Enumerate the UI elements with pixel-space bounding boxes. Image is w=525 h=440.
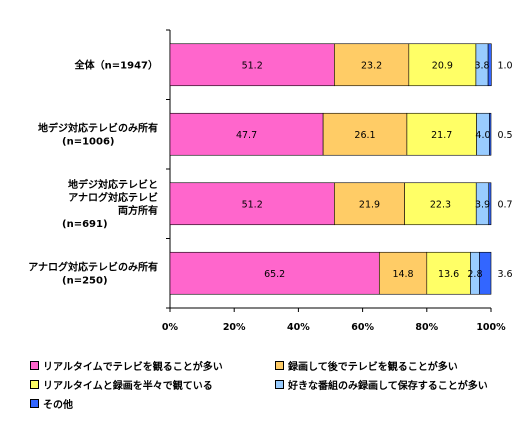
bar-segment bbox=[169, 112, 324, 156]
legend-item-realtime: リアルタイムでテレビを観ることが多い bbox=[30, 358, 223, 373]
category-label: アナログ対応テレビ bbox=[68, 191, 158, 204]
bar-value-label: 23.2 bbox=[361, 60, 382, 71]
legend-item-recorded: 録画して後でテレビを観ることが多い bbox=[275, 358, 458, 373]
bar-segment bbox=[169, 251, 380, 295]
category-label: 両方所有 bbox=[118, 204, 158, 217]
bar-value-label: 1.0 bbox=[497, 60, 512, 71]
legend-swatch-half bbox=[30, 380, 39, 389]
bar-value-label: 2.8 bbox=[467, 269, 482, 280]
legend-label-half: リアルタイムと録画を半々で観ている bbox=[43, 381, 213, 392]
legend-label-recorded: 録画して後でテレビを観ることが多い bbox=[288, 362, 458, 373]
category-label: (n=250) bbox=[62, 275, 108, 286]
bar-value-label: 51.2 bbox=[242, 199, 263, 210]
bar-segment bbox=[489, 112, 492, 156]
category-label: 全体（n=1947） bbox=[74, 58, 158, 71]
bar-segment bbox=[487, 43, 492, 87]
x-tick-label: 0% bbox=[162, 322, 179, 333]
legend-label-realtime: リアルタイムでテレビを観ることが多い bbox=[43, 362, 223, 373]
bar-value-label: 51.2 bbox=[242, 60, 263, 71]
bar-segment bbox=[378, 251, 428, 295]
bar-value-label: 3.6 bbox=[497, 269, 512, 280]
legend-swatch-realtime bbox=[30, 361, 39, 370]
legend-swatch-recorded bbox=[275, 361, 284, 370]
bar-value-label: 47.7 bbox=[236, 130, 257, 141]
bar-value-label: 21.9 bbox=[359, 199, 380, 210]
legend-swatch-other bbox=[30, 399, 39, 408]
bar-value-label: 3.9 bbox=[475, 199, 490, 210]
x-tick-label: 80% bbox=[415, 322, 438, 333]
x-tick-label: 40% bbox=[287, 322, 310, 333]
bar-segment bbox=[488, 182, 492, 226]
legend-swatch-favorite bbox=[275, 380, 284, 389]
category-label: 地デジ対応テレビと bbox=[68, 178, 158, 191]
stacked-bar-chart: 0% 20% 40% 60% 80% 100% 51.2 23.2 20.9 3.8 1.0 全体（n… bbox=[28, 29, 513, 333]
legend-label-other: その他 bbox=[43, 400, 73, 411]
bar-segment bbox=[426, 251, 471, 295]
legend: リアルタイムでテレビを観ることが多い 録画して後でテレビを観ることが多い リアル… bbox=[30, 355, 510, 425]
bar-segment bbox=[479, 251, 492, 295]
bar-value-label: 0.5 bbox=[497, 130, 512, 141]
bar-segment bbox=[169, 182, 335, 226]
x-tick-label: 20% bbox=[223, 322, 246, 333]
bar-value-label: 13.6 bbox=[438, 269, 459, 280]
bar-segment bbox=[322, 112, 408, 156]
category-label: (n=691) bbox=[62, 219, 108, 230]
bar-segment bbox=[334, 43, 410, 87]
bar-value-label: 22.3 bbox=[430, 199, 451, 210]
category-label: (n=1006) bbox=[62, 136, 114, 147]
bar-value-label: 21.7 bbox=[431, 130, 452, 141]
bar-segment bbox=[404, 182, 477, 226]
category-label: アナログ対応テレビのみ所有 bbox=[28, 260, 158, 273]
bar-segment bbox=[408, 43, 477, 87]
legend-item-half: リアルタイムと録画を半々で観ている bbox=[30, 377, 213, 392]
bar-segment bbox=[406, 112, 477, 156]
x-tick-label: 100% bbox=[476, 322, 506, 333]
bar-value-label: 20.9 bbox=[432, 60, 453, 71]
bar-value-label: 0.7 bbox=[497, 199, 512, 210]
bar-value-label: 14.8 bbox=[392, 269, 413, 280]
bar-value-label: 65.2 bbox=[264, 269, 285, 280]
legend-item-other: その他 bbox=[30, 396, 73, 411]
legend-item-favorite: 好きな番組のみ録画して保存することが多い bbox=[275, 377, 488, 392]
x-tick-label: 60% bbox=[351, 322, 374, 333]
bar-value-label: 4.0 bbox=[475, 130, 490, 141]
bar-segment bbox=[169, 43, 335, 87]
bar-value-label: 26.1 bbox=[354, 130, 375, 141]
category-label: 地デジ対応テレビのみ所有 bbox=[38, 121, 158, 134]
bar-value-label: 3.8 bbox=[474, 60, 489, 71]
legend-label-favorite: 好きな番組のみ録画して保存することが多い bbox=[288, 381, 488, 392]
